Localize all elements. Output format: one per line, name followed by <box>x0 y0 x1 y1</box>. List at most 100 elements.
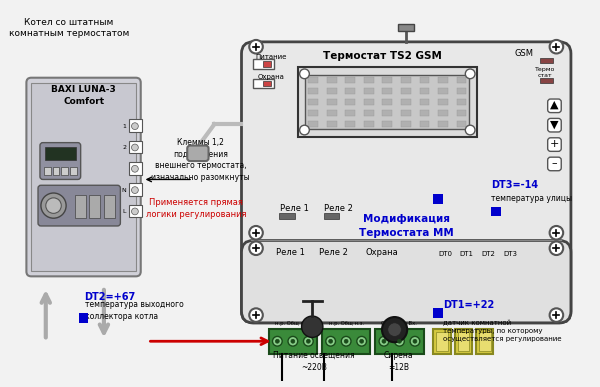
Bar <box>401 110 410 116</box>
Bar <box>263 80 271 86</box>
Circle shape <box>249 241 263 255</box>
Bar <box>327 110 337 116</box>
Text: Сирена
=12В: Сирена =12В <box>383 351 413 372</box>
Bar <box>438 99 448 105</box>
Bar <box>540 58 553 63</box>
FancyBboxPatch shape <box>548 99 561 113</box>
Circle shape <box>382 339 386 343</box>
Text: DT0: DT0 <box>438 251 452 257</box>
Bar <box>327 121 337 127</box>
Text: Охрана: Охрана <box>365 248 398 257</box>
Text: BAXI LUNA-3
Comfort: BAXI LUNA-3 Comfort <box>51 85 116 106</box>
Bar <box>364 88 374 94</box>
Circle shape <box>249 226 263 240</box>
Bar <box>438 110 448 116</box>
Circle shape <box>307 339 310 343</box>
Text: Применяется прямая
логики регулирования: Применяется прямая логики регулирования <box>146 198 246 219</box>
Text: ▼: ▼ <box>550 119 559 129</box>
Text: +: + <box>550 139 559 149</box>
Bar <box>129 119 142 132</box>
Bar <box>382 88 392 94</box>
Text: н.р. Общ н.з.: н.р. Общ н.з. <box>275 321 310 326</box>
FancyBboxPatch shape <box>241 42 571 323</box>
Bar <box>253 59 274 69</box>
Bar <box>401 77 410 82</box>
Circle shape <box>388 323 401 336</box>
Circle shape <box>326 336 335 346</box>
Circle shape <box>131 123 139 130</box>
Text: Реле 1: Реле 1 <box>280 204 309 213</box>
Circle shape <box>466 69 475 79</box>
Circle shape <box>379 336 389 346</box>
Bar <box>61 167 68 175</box>
Text: Питание освещения
~220В: Питание освещения ~220В <box>274 351 355 372</box>
Bar <box>433 194 443 204</box>
Bar <box>433 308 443 318</box>
Circle shape <box>291 339 295 343</box>
Bar <box>298 67 477 137</box>
Text: Сир. Общ Вх.: Сир. Общ Вх. <box>382 321 418 326</box>
Bar <box>419 88 429 94</box>
Bar <box>398 24 414 31</box>
Bar <box>455 329 472 354</box>
Circle shape <box>299 125 310 135</box>
Text: L: L <box>122 209 126 214</box>
Circle shape <box>395 336 404 346</box>
Text: DT3=-14: DT3=-14 <box>491 180 539 190</box>
Circle shape <box>410 336 420 346</box>
Text: Модификация
Термостата ММ: Модификация Термостата ММ <box>359 214 454 238</box>
Bar <box>382 121 392 127</box>
Bar <box>346 99 355 105</box>
Circle shape <box>466 125 475 135</box>
Bar <box>364 110 374 116</box>
Bar <box>79 313 88 323</box>
Text: ▲: ▲ <box>550 100 559 110</box>
Text: температура выходного
коллектора котла: температура выходного коллектора котла <box>85 300 183 321</box>
Text: 2: 2 <box>122 145 126 150</box>
Bar <box>479 332 491 351</box>
Circle shape <box>302 316 323 337</box>
Bar <box>269 329 317 354</box>
Bar <box>44 167 50 175</box>
Text: N: N <box>121 188 126 193</box>
Bar <box>382 99 392 105</box>
Bar <box>346 121 355 127</box>
Text: Охрана: Охрана <box>257 74 284 80</box>
Bar <box>129 183 142 196</box>
FancyBboxPatch shape <box>40 143 80 180</box>
Text: 1: 1 <box>122 124 126 128</box>
Bar <box>279 213 295 219</box>
Bar <box>75 195 86 218</box>
Bar <box>401 99 410 105</box>
Text: н.р. Общ н.з.: н.р. Общ н.з. <box>329 321 364 326</box>
Bar <box>375 329 424 354</box>
Circle shape <box>272 336 282 346</box>
Bar <box>45 147 76 160</box>
Bar <box>89 195 100 218</box>
Circle shape <box>550 241 563 255</box>
Text: Реле 1: Реле 1 <box>275 248 304 257</box>
Circle shape <box>382 317 407 342</box>
Bar <box>457 77 466 82</box>
Bar <box>419 77 429 82</box>
Text: Клеммы 1,2
подключения
внешнего термостата,
изначально разомкнуты: Клеммы 1,2 подключения внешнего термоста… <box>151 138 250 182</box>
FancyBboxPatch shape <box>548 157 561 171</box>
Circle shape <box>360 339 364 343</box>
Circle shape <box>275 339 279 343</box>
Text: Котел со штатным
комнатным термостатом: Котел со штатным комнатным термостатом <box>9 18 129 38</box>
Bar <box>457 110 466 116</box>
FancyBboxPatch shape <box>38 185 121 226</box>
Bar <box>129 141 142 153</box>
Bar <box>327 88 337 94</box>
Circle shape <box>288 336 298 346</box>
Bar <box>419 99 429 105</box>
Bar <box>457 121 466 127</box>
Bar <box>346 110 355 116</box>
Bar <box>253 79 274 88</box>
Bar <box>419 110 429 116</box>
Bar <box>457 88 466 94</box>
Bar <box>308 77 318 82</box>
Bar <box>308 121 318 127</box>
Bar <box>382 77 392 82</box>
Circle shape <box>550 40 563 53</box>
